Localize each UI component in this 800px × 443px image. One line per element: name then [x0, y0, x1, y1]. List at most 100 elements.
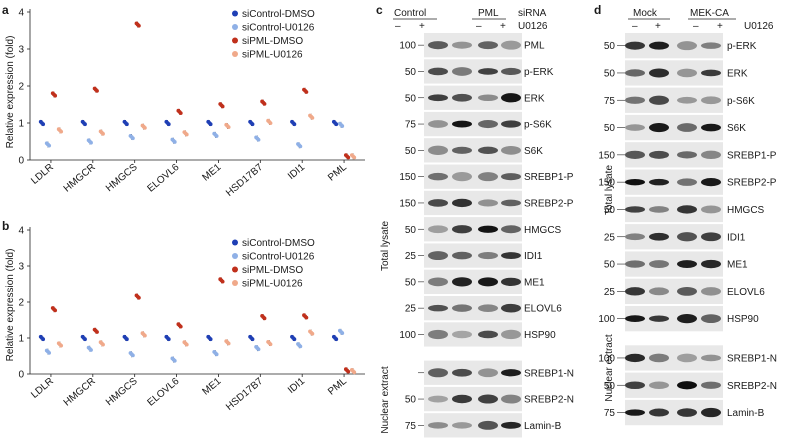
data-point [262, 316, 267, 321]
blot-band [501, 120, 521, 128]
blot-row-label: SREBP1-N [727, 353, 777, 364]
legend-label: siPML-DMSO [242, 36, 303, 47]
blot-band [452, 225, 472, 234]
blot-marker: 50 [405, 93, 417, 104]
blot-band [701, 354, 721, 362]
blot-marker: 50 [604, 41, 616, 52]
legend-label: siControl-DMSO [242, 238, 315, 249]
x-tick-label: ELOVL6 [145, 162, 181, 195]
data-point [124, 122, 129, 127]
blot-band [501, 277, 521, 287]
blot-band [649, 206, 669, 213]
blot-band [501, 421, 521, 429]
blot-band [501, 394, 521, 404]
legend-label: siControl-U0126 [242, 23, 315, 34]
data-point [256, 137, 261, 142]
blot-band [677, 151, 697, 159]
blot-marker: 50 [405, 277, 417, 288]
blot-band [478, 251, 498, 260]
blot-band [701, 287, 721, 296]
blot-band [677, 205, 697, 214]
blot-row-label: Lamin-B [524, 421, 562, 432]
blot-marker: 75 [604, 96, 616, 107]
blot-marker: 75 [405, 421, 417, 432]
data-point [292, 122, 297, 127]
blot-d-group-mekca: MEK-CA [690, 8, 729, 19]
blot-band [452, 67, 472, 76]
blot-row-label: p-ERK [524, 67, 554, 78]
x-tick-label: IDI1 [286, 162, 307, 182]
chart-b-ylabel: Relative expression (fold) [5, 249, 16, 362]
data-point [250, 337, 255, 342]
blot-marker: 50 [604, 123, 616, 134]
data-point [142, 126, 147, 130]
blot-row-label: ME1 [727, 260, 748, 271]
blot-band [428, 172, 448, 181]
western-blot-d: Mock MEK-CA U0126 – + – + Total lysate N… [598, 8, 777, 426]
blot-c-total-lysate-label: Total lysate [380, 221, 391, 271]
blot-row-label: SREBP1-P [727, 150, 777, 161]
blot-row-label: IDI1 [727, 232, 746, 243]
data-point [346, 369, 351, 374]
x-tick-label: LDLR [29, 162, 56, 187]
blot-band [677, 314, 697, 324]
blot-band [478, 277, 498, 287]
data-point [130, 353, 135, 358]
blot-c-group-pml: PML [478, 8, 499, 19]
blot-band [677, 41, 697, 51]
x-tick-label: HMGCS [104, 162, 140, 195]
blot-row-label: HMGCS [524, 225, 562, 236]
blot-band [625, 206, 645, 213]
blot-marker: 150 [598, 178, 615, 189]
blot-band [428, 304, 448, 312]
legend-b: siControl-DMSO siControl-U0126 siPML-DMSO s… [232, 238, 315, 290]
data-point [346, 155, 351, 160]
blot-marker: 100 [399, 330, 416, 341]
blot-band [625, 69, 645, 77]
data-point [220, 104, 225, 109]
blot-band [649, 95, 669, 105]
blot-marker: 150 [598, 150, 615, 161]
blot-marker: 50 [405, 146, 417, 157]
blot-marker: 150 [399, 172, 416, 183]
blot-band [625, 41, 645, 50]
blot-band [701, 381, 721, 389]
blot-band [625, 124, 645, 131]
blot-band [428, 422, 448, 429]
legend-marker [232, 280, 238, 286]
blot-band [701, 205, 721, 214]
data-point [89, 348, 93, 352]
data-point [304, 90, 309, 94]
data-point [166, 337, 171, 342]
blot-band [649, 232, 669, 241]
y-tick-label: 4 [18, 226, 24, 237]
y-tick-label: 2 [18, 298, 24, 309]
blot-marker: 100 [399, 41, 416, 52]
blot-d-lane3-sign: – [693, 21, 699, 32]
blot-row-label: p-S6K [524, 120, 552, 131]
blot-band [428, 145, 448, 156]
data-point [220, 279, 225, 284]
blot-band [428, 41, 448, 50]
legend-label: siPML-U0126 [242, 50, 303, 61]
blot-band [677, 232, 697, 242]
western-blot-c: Control PML siRNA U0126 – + – + Total ly… [380, 8, 574, 438]
blot-band [701, 178, 721, 187]
blot-c-nuclear-extract-label: Nuclear extract [380, 366, 391, 433]
blot-band [452, 41, 472, 49]
blot-band [501, 67, 521, 76]
y-tick-label: 3 [18, 262, 24, 273]
data-point [352, 370, 357, 375]
blot-band [478, 146, 498, 155]
blot-row-label: IDI1 [524, 251, 543, 262]
data-point [136, 295, 141, 300]
blot-row-label: ELOVL6 [727, 287, 765, 298]
blot-band [649, 123, 669, 133]
legend-marker [232, 10, 238, 17]
blot-d-lane2-sign: + [655, 21, 661, 32]
data-point [292, 337, 297, 342]
blot-c-u0126-label: U0126 [518, 21, 548, 32]
blot-band [677, 260, 697, 268]
blot-band [478, 420, 498, 430]
